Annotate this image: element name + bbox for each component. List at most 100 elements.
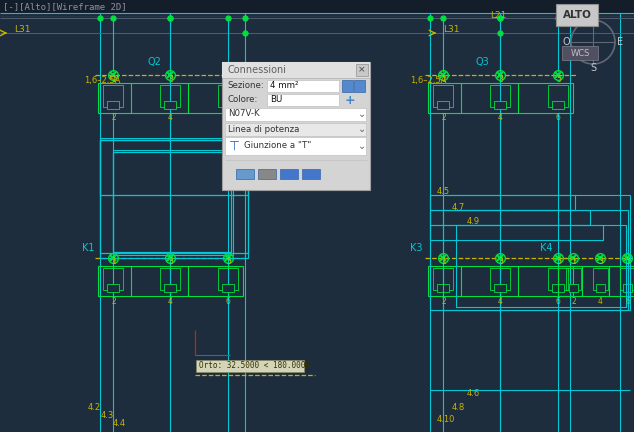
Text: 4.9: 4.9 — [467, 217, 480, 226]
Text: Colore:: Colore: — [227, 95, 257, 105]
Bar — [164, 284, 176, 292]
Text: 4: 4 — [498, 296, 503, 305]
Text: ×: × — [358, 66, 366, 74]
Text: 6: 6 — [556, 296, 561, 305]
Bar — [218, 85, 238, 107]
Text: K3: K3 — [410, 243, 422, 253]
Bar — [430, 210, 590, 225]
Text: 6: 6 — [625, 296, 630, 305]
Bar — [433, 268, 453, 290]
Bar — [103, 85, 123, 107]
Text: 3: 3 — [498, 74, 503, 83]
Text: L31: L31 — [443, 25, 460, 35]
Text: S: S — [590, 63, 596, 73]
Text: 4.4: 4.4 — [113, 419, 126, 429]
Bar — [222, 284, 234, 292]
Text: O: O — [562, 37, 570, 47]
Bar — [433, 85, 453, 107]
Bar — [113, 152, 231, 252]
Bar — [428, 266, 573, 296]
Bar — [430, 195, 630, 310]
Text: 3: 3 — [598, 257, 603, 267]
Text: 5: 5 — [556, 257, 561, 267]
Text: 4.6: 4.6 — [467, 388, 480, 397]
Text: Linea di potenza: Linea di potenza — [228, 124, 299, 133]
Bar — [225, 137, 366, 155]
Text: N: N — [590, 11, 597, 21]
Bar — [225, 108, 366, 121]
Text: 2: 2 — [111, 296, 116, 305]
Text: 5: 5 — [625, 257, 630, 267]
Bar — [302, 169, 320, 179]
Bar — [236, 169, 254, 179]
Bar — [100, 138, 248, 258]
Text: 4 mm²: 4 mm² — [270, 82, 299, 90]
Bar — [552, 101, 564, 109]
Bar — [98, 266, 243, 296]
Bar — [218, 268, 238, 290]
Bar — [490, 268, 510, 290]
Bar — [558, 266, 634, 296]
Bar — [160, 268, 180, 290]
Text: 4.5: 4.5 — [437, 187, 450, 197]
Text: BU: BU — [270, 95, 282, 105]
Text: 4.7: 4.7 — [452, 203, 465, 212]
Text: 4: 4 — [168, 114, 173, 123]
Text: Q3: Q3 — [476, 57, 489, 67]
Text: +: + — [345, 93, 355, 107]
Text: 4.2: 4.2 — [88, 403, 101, 412]
Text: 3: 3 — [168, 74, 173, 83]
Bar — [100, 140, 248, 195]
Text: 6: 6 — [226, 296, 231, 305]
Bar — [113, 150, 233, 255]
Bar — [428, 83, 573, 113]
Bar — [100, 140, 248, 253]
Text: 2: 2 — [441, 296, 446, 305]
Text: 2: 2 — [111, 114, 116, 123]
Text: 5: 5 — [226, 257, 231, 267]
Text: 1: 1 — [111, 74, 116, 83]
Bar — [494, 284, 506, 292]
Text: [-][Alto][Wireframe 2D]: [-][Alto][Wireframe 2D] — [3, 3, 127, 12]
Bar — [443, 210, 628, 310]
Text: K4: K4 — [540, 243, 552, 253]
Text: K1: K1 — [82, 243, 94, 253]
Text: ALTO: ALTO — [562, 10, 592, 20]
Text: Orto: 32.5000 < 180.0000°: Orto: 32.5000 < 180.0000° — [199, 362, 314, 371]
Bar — [437, 284, 449, 292]
Text: E: E — [617, 37, 623, 47]
Text: 4.3: 4.3 — [101, 412, 114, 420]
Bar — [342, 80, 353, 92]
Bar — [620, 268, 634, 290]
Text: 6: 6 — [226, 114, 231, 123]
Text: Connessioni: Connessioni — [228, 65, 287, 75]
Text: Sezione:: Sezione: — [227, 82, 264, 90]
Bar — [0, 0, 634, 13]
Text: 4: 4 — [598, 296, 603, 305]
Text: 5: 5 — [226, 74, 231, 83]
Text: 1: 1 — [111, 257, 116, 267]
Bar — [164, 101, 176, 109]
Bar — [280, 169, 298, 179]
Text: 1: 1 — [571, 257, 576, 267]
Text: 2: 2 — [441, 114, 446, 123]
Bar — [225, 123, 366, 136]
Text: WCS: WCS — [571, 48, 590, 57]
Bar — [593, 268, 608, 290]
Text: ⌄: ⌄ — [358, 141, 366, 151]
Text: 2: 2 — [571, 296, 576, 305]
Bar — [267, 94, 339, 106]
Text: 1,6–2,5A: 1,6–2,5A — [410, 76, 446, 85]
Bar — [566, 268, 581, 290]
Bar — [430, 225, 603, 240]
Text: 1: 1 — [441, 257, 446, 267]
Bar — [623, 284, 632, 292]
Text: ⊤: ⊤ — [229, 140, 240, 152]
Text: 3: 3 — [498, 257, 503, 267]
Bar — [160, 85, 180, 107]
Text: L21: L21 — [490, 10, 507, 19]
Bar — [548, 85, 568, 107]
Text: L31: L31 — [14, 25, 30, 35]
Text: 4: 4 — [168, 296, 173, 305]
Text: 1,6–2,5A: 1,6–2,5A — [84, 76, 120, 85]
